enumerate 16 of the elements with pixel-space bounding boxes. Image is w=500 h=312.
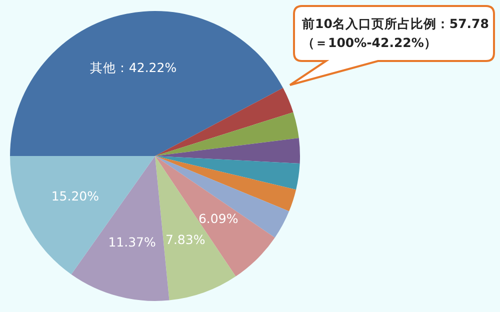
text: 前10名入口页所占比例：57.78 — [301, 16, 489, 31]
pie-slice — [10, 156, 155, 274]
pie-slice — [155, 156, 296, 212]
pie-slice — [155, 156, 275, 276]
pie-slice — [155, 88, 294, 156]
pie-slice — [155, 138, 300, 164]
pie-slice — [155, 112, 299, 156]
pie-slice — [155, 156, 300, 190]
data-label: 11.37% — [108, 234, 156, 250]
data-label: 15.20% — [51, 188, 100, 204]
pie-slice — [155, 156, 236, 300]
slice-label: 其他：42.22% — [90, 60, 177, 76]
text: （＝100%-42.22%） — [302, 35, 437, 50]
data-label: 7.83% — [166, 232, 206, 248]
pie-slice — [10, 11, 284, 156]
data-label: 6.09% — [198, 211, 238, 226]
